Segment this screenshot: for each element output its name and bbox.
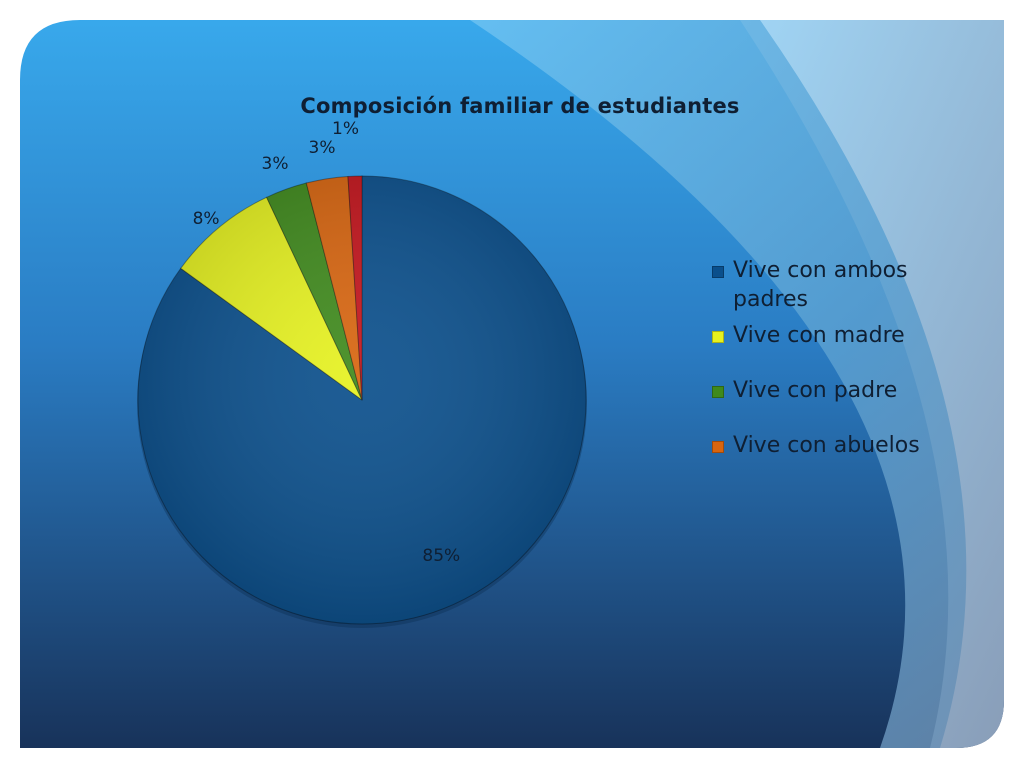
legend-swatch xyxy=(712,441,724,453)
pie-shading xyxy=(138,176,586,624)
slice-data-label: 1% xyxy=(332,119,360,140)
slice-data-label: 3% xyxy=(261,153,289,174)
legend-label: Vive con madre xyxy=(733,323,905,348)
chart-title: Composición familiar de estudiantes xyxy=(300,94,740,118)
legend-item-ambos-padres: Vive con ambos padres xyxy=(712,256,972,314)
legend-label: Vive con abuelos xyxy=(733,433,920,458)
legend-item-padre: Vive con padre xyxy=(712,376,972,405)
legend-swatch xyxy=(712,266,724,278)
legend-item-madre: Vive con madre xyxy=(712,321,972,350)
legend-label: Vive con padre xyxy=(733,378,898,403)
legend-swatch xyxy=(712,331,724,343)
chart-legend: Vive con ambos padres Vive con madre Viv… xyxy=(712,256,972,460)
legend-label: Vive con ambos padres xyxy=(733,258,908,312)
slice-data-label: 3% xyxy=(308,137,336,158)
legend-item-abuelos: Vive con abuelos xyxy=(712,431,972,460)
slice-data-label: 85% xyxy=(422,545,461,566)
slice-data-label: 8% xyxy=(192,208,220,229)
legend-swatch xyxy=(712,386,724,398)
pie-chart xyxy=(137,175,587,628)
